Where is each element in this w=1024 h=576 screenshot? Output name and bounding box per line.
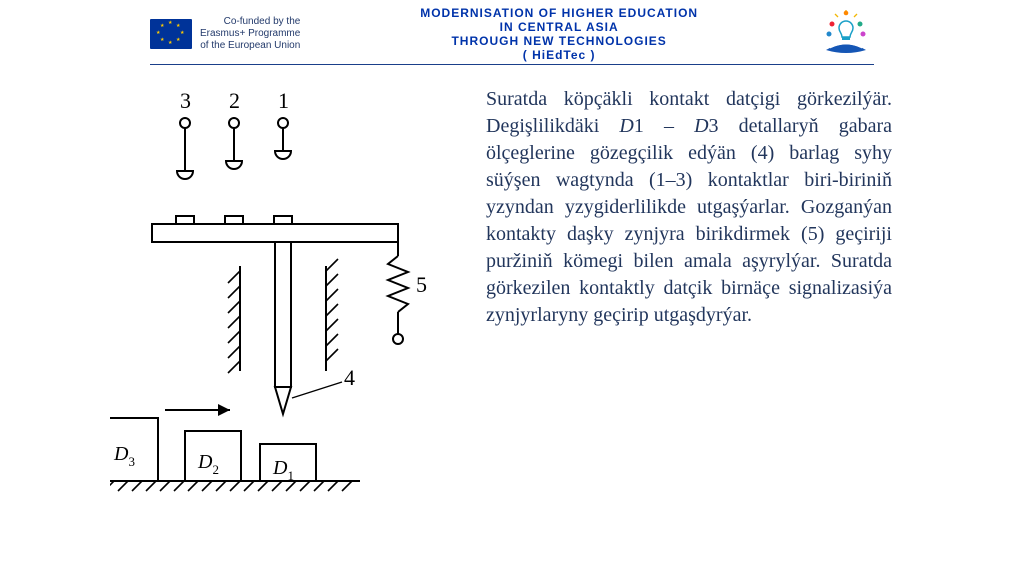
var-d: D <box>619 115 633 137</box>
eu-text-line: of the European Union <box>200 40 300 52</box>
eu-text-line: Co-funded by the <box>200 16 300 28</box>
header-rule <box>150 64 874 65</box>
project-title: MODERNISATION OF HIGHER EDUCATION IN CEN… <box>420 6 698 62</box>
page-header: ★ ★ ★ ★ ★ ★ ★ ★ Co-funded by the Erasmus… <box>150 6 874 62</box>
text-run: – <box>644 115 694 137</box>
diagram-label-5: 5 <box>416 272 427 297</box>
contact-sensor-diagram: 3 2 1 <box>110 86 450 516</box>
text-run: detallaryň gabara ölçeglerine gözegçilik… <box>486 115 892 326</box>
title-line: MODERNISATION OF HIGHER EDUCATION <box>420 6 698 20</box>
diagram-label-3: 3 <box>180 88 191 113</box>
eu-text-line: Erasmus+ Programme <box>200 28 300 40</box>
title-line: THROUGH NEW TECHNOLOGIES <box>420 34 698 48</box>
var-d: D <box>694 115 708 137</box>
diagram-label-4: 4 <box>344 365 355 390</box>
var-n: 1 <box>634 115 644 137</box>
eu-cofunded-text: Co-funded by the Erasmus+ Programme of t… <box>200 16 300 52</box>
eu-cofunded-block: ★ ★ ★ ★ ★ ★ ★ ★ Co-funded by the Erasmus… <box>150 16 300 52</box>
var-n: 3 <box>709 115 719 137</box>
hiedtec-logo-icon <box>818 10 874 58</box>
diagram-label-1: 1 <box>278 88 289 113</box>
title-line: ( HiEdTec ) <box>420 48 698 62</box>
title-line: IN CENTRAL ASIA <box>420 20 698 34</box>
body-paragraph: Suratda köpçäkli kontakt datçigi görkezi… <box>486 86 892 329</box>
diagram-label-2: 2 <box>229 88 240 113</box>
eu-flag-icon: ★ ★ ★ ★ ★ ★ ★ ★ <box>150 19 192 49</box>
